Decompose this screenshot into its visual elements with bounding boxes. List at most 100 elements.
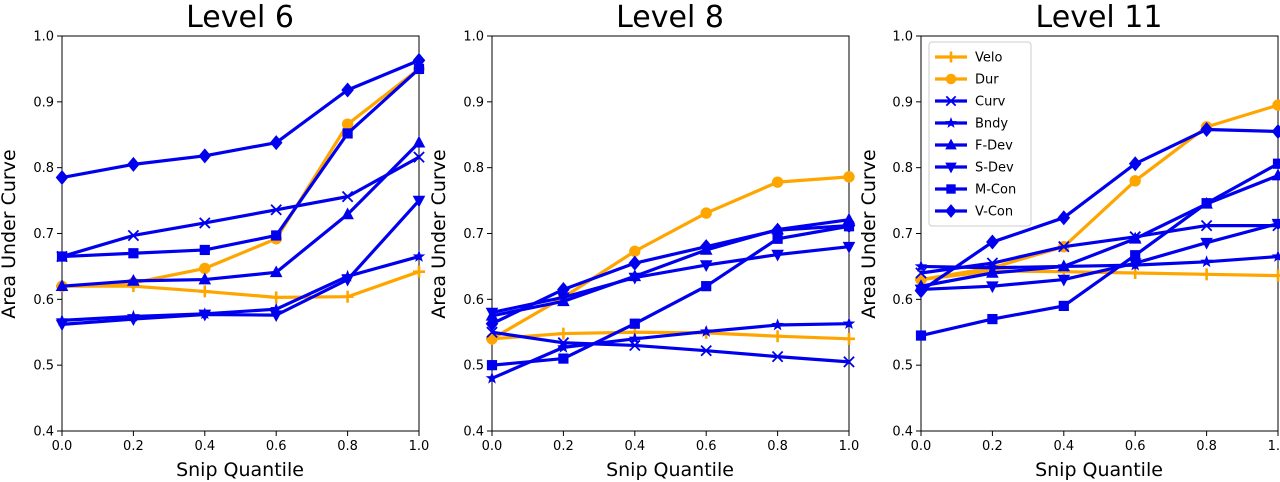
series-f-dev (914, 168, 1280, 291)
legend-label-velo: Velo (975, 51, 1002, 66)
data-point-m-con (413, 63, 425, 75)
series-m-con (56, 63, 425, 262)
data-point-m-con (987, 313, 998, 325)
panel-level-11: Level 11 Area Under Curve Snip Quantile … (858, 0, 1280, 481)
y-tick-label: 0.7 (463, 227, 484, 242)
data-point-s-dev (771, 249, 784, 262)
series-line-curv (920, 224, 1278, 275)
data-point-m-con (629, 318, 640, 329)
data-point-v-con (842, 218, 856, 234)
series-line-bndy (920, 254, 1279, 270)
data-point-m-con (56, 251, 68, 262)
y-axis-label: Area Under Curve (0, 149, 20, 318)
data-point-m-con (271, 230, 282, 241)
data-point-curv (771, 350, 784, 363)
data-point-s-dev (628, 272, 642, 285)
x-tick-label: 0.0 (482, 439, 503, 454)
data-point-m-con (915, 330, 927, 341)
data-point-bndy (628, 332, 642, 345)
data-point-v-con (1271, 123, 1280, 139)
data-point-v-con (412, 52, 426, 68)
y-tick-label: 0.8 (463, 161, 484, 176)
data-point-f-dev (55, 279, 69, 291)
data-point-s-dev (412, 195, 426, 208)
x-tick-label: 0.4 (1053, 439, 1074, 454)
data-point-s-dev (1057, 274, 1071, 287)
data-point-dur (700, 207, 712, 219)
x-tick-label: 0.8 (767, 439, 788, 454)
data-point-velo (771, 330, 784, 343)
y-tick-label: 0.9 (33, 95, 54, 110)
y-tick-label: 0.7 (892, 227, 913, 242)
data-point-m-con (486, 360, 498, 371)
data-point-bndy (485, 371, 499, 384)
data-point-bndy (1271, 249, 1280, 262)
data-point-v-con (914, 283, 928, 299)
legend-marker-curv (945, 95, 957, 107)
x-tick-label: 0.6 (266, 439, 287, 454)
data-point-v-con (127, 156, 140, 172)
legend-label-m-con: M-Con (975, 183, 1016, 198)
data-point-curv (629, 339, 641, 352)
series-line-s-dev (920, 222, 1279, 292)
data-point-s-dev (55, 319, 69, 332)
data-point-f-dev (198, 272, 212, 285)
x-axis-label: Snip Quantile (176, 459, 304, 481)
x-tick-label: 0.6 (1125, 439, 1146, 454)
data-point-m-con (342, 128, 353, 139)
series-line-v-con (491, 224, 850, 326)
x-tick-label: 0.8 (337, 439, 358, 454)
data-point-m-con (128, 248, 139, 259)
data-point-dur (629, 245, 641, 257)
x-axis-label: Snip Quantile (606, 459, 734, 481)
data-point-m-con (1272, 158, 1280, 169)
data-point-curv (199, 217, 211, 229)
data-point-s-dev (341, 274, 354, 287)
series-line-m-con (491, 224, 850, 367)
series-curv (915, 219, 1280, 279)
y-tick-label: 0.9 (892, 95, 913, 110)
y-tick-label: 0.5 (892, 359, 913, 374)
data-point-m-con (1058, 300, 1069, 312)
chart-title: Level 11 (1036, 0, 1163, 35)
data-point-f-dev (341, 207, 354, 220)
data-point-s-dev (842, 241, 856, 254)
data-point-s-dev (269, 310, 283, 323)
y-tick-label: 1.0 (33, 30, 54, 45)
chart-title: Level 8 (616, 0, 724, 35)
data-point-v-con (986, 234, 999, 250)
y-tick-label: 0.8 (892, 161, 913, 176)
series-line-dur (920, 103, 1279, 282)
series-line-v-con (61, 58, 420, 180)
data-point-v-con (269, 135, 283, 151)
data-point-dur (486, 333, 498, 345)
series-bndy (485, 317, 856, 384)
data-point-bndy (842, 317, 856, 330)
x-tick-label: 0.0 (911, 439, 932, 454)
data-point-velo (1200, 268, 1213, 281)
data-point-bndy (914, 259, 928, 272)
series-line-curv (491, 330, 850, 364)
series-line-bndy (491, 322, 850, 380)
data-point-curv (700, 344, 712, 357)
data-point-m-con (772, 233, 783, 244)
data-point-bndy (412, 249, 426, 262)
series-s-dev (485, 241, 856, 320)
y-axis-label: Area Under Curve (428, 149, 450, 318)
legend-marker-s-dev (945, 162, 957, 174)
legend-label-f-dev: F-Dev (975, 139, 1013, 154)
data-point-f-dev (1057, 259, 1071, 272)
data-point-m-con (1201, 198, 1212, 209)
data-point-dur (199, 262, 211, 275)
data-point-velo (843, 332, 855, 345)
y-tick-label: 0.8 (33, 161, 54, 176)
data-point-velo (198, 285, 211, 298)
series-line-bndy (61, 254, 420, 322)
legend: Velo Dur Curv Bndy F-Dev S-Dev M-Con V-Con (928, 41, 1032, 227)
series-v-con (485, 218, 856, 332)
data-point-m-con (558, 353, 569, 364)
x-tick-label: 1.0 (409, 439, 430, 454)
data-point-v-con (1128, 156, 1142, 172)
data-point-f-dev (412, 135, 426, 148)
series-v-con (914, 121, 1280, 299)
